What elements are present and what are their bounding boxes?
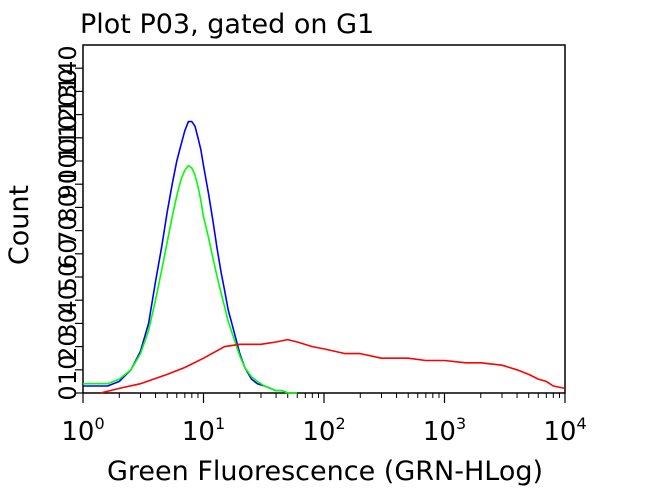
y-tick-label: 120: [54, 92, 82, 138]
y-tick-label: 130: [54, 68, 82, 114]
y-tick-label: 20: [54, 331, 82, 362]
series-line-2: [83, 164, 298, 394]
y-tick-label: 50: [54, 262, 82, 293]
x-tick-label: 104: [543, 414, 586, 447]
y-tick-label: 30: [54, 308, 82, 339]
y-tick-label: 60: [54, 239, 82, 270]
y-tick-label: 80: [54, 192, 82, 223]
y-tick-label: 70: [54, 215, 82, 246]
series-line-3: [100, 338, 566, 394]
x-tick-label: 103: [423, 414, 466, 447]
y-tick-label: 100: [54, 138, 82, 184]
y-tick-label: 140: [54, 45, 82, 91]
y-axis-label: Count: [4, 185, 35, 265]
y-tick-label: 10: [54, 355, 82, 386]
y-tick-label: 110: [54, 115, 82, 161]
x-tick-label: 101: [182, 414, 225, 447]
y-tick-label: 0: [54, 385, 82, 400]
x-tick-label: 102: [302, 414, 345, 447]
y-tick-label: 40: [54, 285, 82, 316]
x-axis-label: Green Fluorescence (GRN-HLog): [107, 456, 543, 487]
x-tick-label: 100: [61, 414, 104, 447]
plot-frame: [82, 44, 566, 394]
series-line-1: [83, 120, 289, 394]
y-tick-label: 90: [54, 169, 82, 200]
chart-title: Plot P03, gated on G1: [80, 9, 374, 40]
